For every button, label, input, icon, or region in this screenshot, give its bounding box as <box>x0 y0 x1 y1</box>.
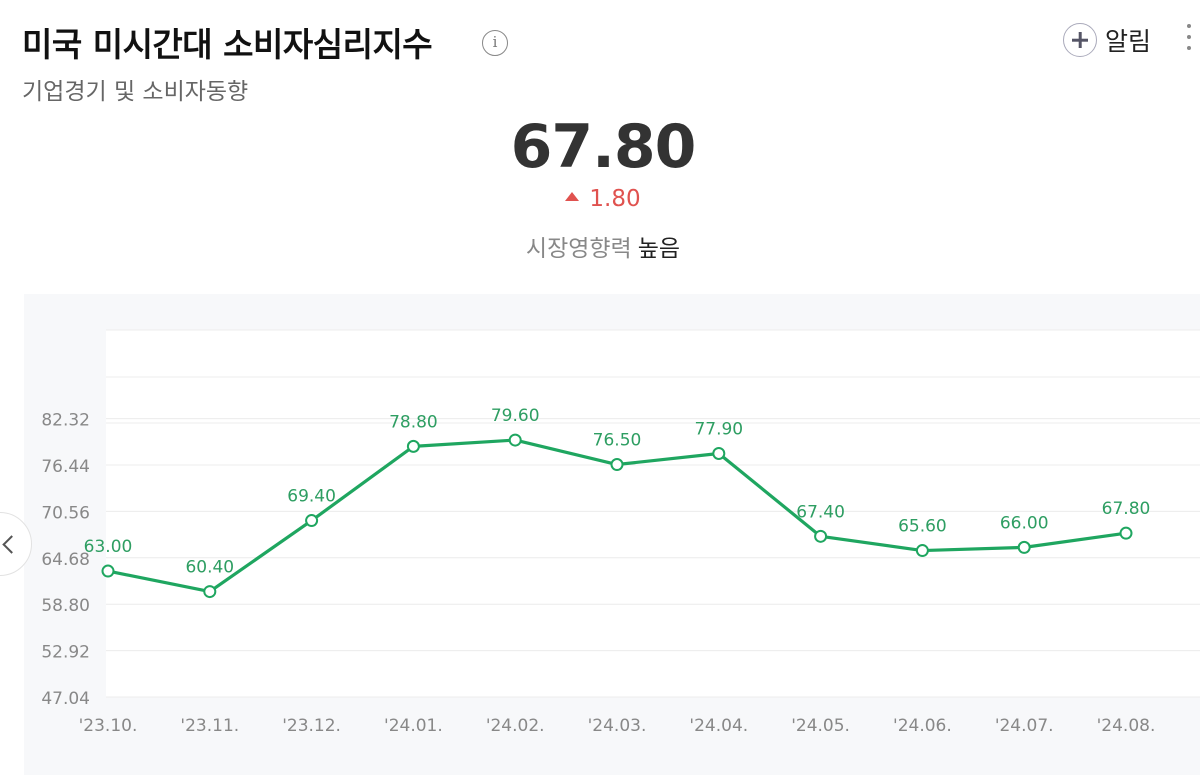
data-label: 76.50 <box>593 431 642 451</box>
data-point <box>915 544 929 558</box>
plus-icon <box>1063 23 1097 57</box>
y-tick-label: 76.44 <box>41 457 90 477</box>
data-label: 67.40 <box>796 502 845 522</box>
data-point <box>305 514 319 528</box>
y-tick-label: 64.68 <box>41 550 90 570</box>
page-title: 미국 미시간대 소비자심리지수 <box>22 25 433 64</box>
data-point <box>712 446 726 460</box>
alarm-label: 알림 <box>1105 27 1152 56</box>
x-tick-label: '23.12. <box>282 716 341 736</box>
alarm-button[interactable]: 알림 <box>1063 21 1151 59</box>
y-tick-label: 58.80 <box>41 596 90 616</box>
data-label: 69.40 <box>287 487 336 507</box>
chart-panel: 47.04 52.92 58.80 64.68 70.56 76.44 82.32 '23.1… <box>24 294 1200 775</box>
data-point <box>1119 526 1133 540</box>
data-label: 60.40 <box>185 558 234 578</box>
data-label: 78.80 <box>389 412 438 432</box>
y-tick-label: 47.04 <box>41 689 90 709</box>
more-options-icon[interactable] <box>1186 24 1192 50</box>
y-tick-label: 52.92 <box>41 643 90 663</box>
plot-area <box>106 330 1200 697</box>
x-tick-label: '24.02. <box>486 716 545 736</box>
data-label: 77.90 <box>694 419 743 439</box>
x-tick-label: '24.05. <box>791 716 850 736</box>
data-point <box>1017 540 1031 554</box>
x-tick-label: '23.10. <box>79 716 138 736</box>
change-amount: 1.80 <box>589 186 641 212</box>
x-tick-label: '24.03. <box>588 716 647 736</box>
impact-level: 높음 <box>637 236 681 262</box>
y-tick-label: 70.56 <box>41 503 90 523</box>
data-point <box>508 433 522 447</box>
line-chart: 47.04 52.92 58.80 64.68 70.56 76.44 82.32 '23.1… <box>41 329 1200 736</box>
x-tick-label: '24.01. <box>384 716 443 736</box>
data-label: 65.60 <box>898 517 947 537</box>
x-tick-label: '24.08. <box>1097 716 1156 736</box>
up-arrow-icon <box>565 192 580 201</box>
data-point <box>203 585 217 599</box>
data-point <box>406 439 420 453</box>
data-label: 79.60 <box>491 406 540 426</box>
x-tick-label: '24.04. <box>689 716 748 736</box>
data-label: 67.80 <box>1102 499 1151 519</box>
change-value: 1.80 <box>0 186 1200 212</box>
current-value: 67.80 <box>510 112 697 182</box>
x-tick-label: '24.07. <box>995 716 1054 736</box>
impact-label: 시장영향력 <box>525 236 632 262</box>
x-tick-label: '23.11. <box>180 716 239 736</box>
category-subtitle: 기업경기 및 소비자동향 <box>22 79 249 105</box>
data-point <box>101 564 115 578</box>
info-icon[interactable]: i <box>482 30 508 56</box>
data-label: 66.00 <box>1000 513 1049 533</box>
data-point <box>610 458 624 472</box>
data-point <box>814 529 828 543</box>
x-tick-label: '24.06. <box>893 716 952 736</box>
market-impact: 시장영향력 높음 <box>0 229 1200 263</box>
data-label: 63.00 <box>84 537 133 557</box>
y-tick-label: 82.32 <box>41 411 90 431</box>
